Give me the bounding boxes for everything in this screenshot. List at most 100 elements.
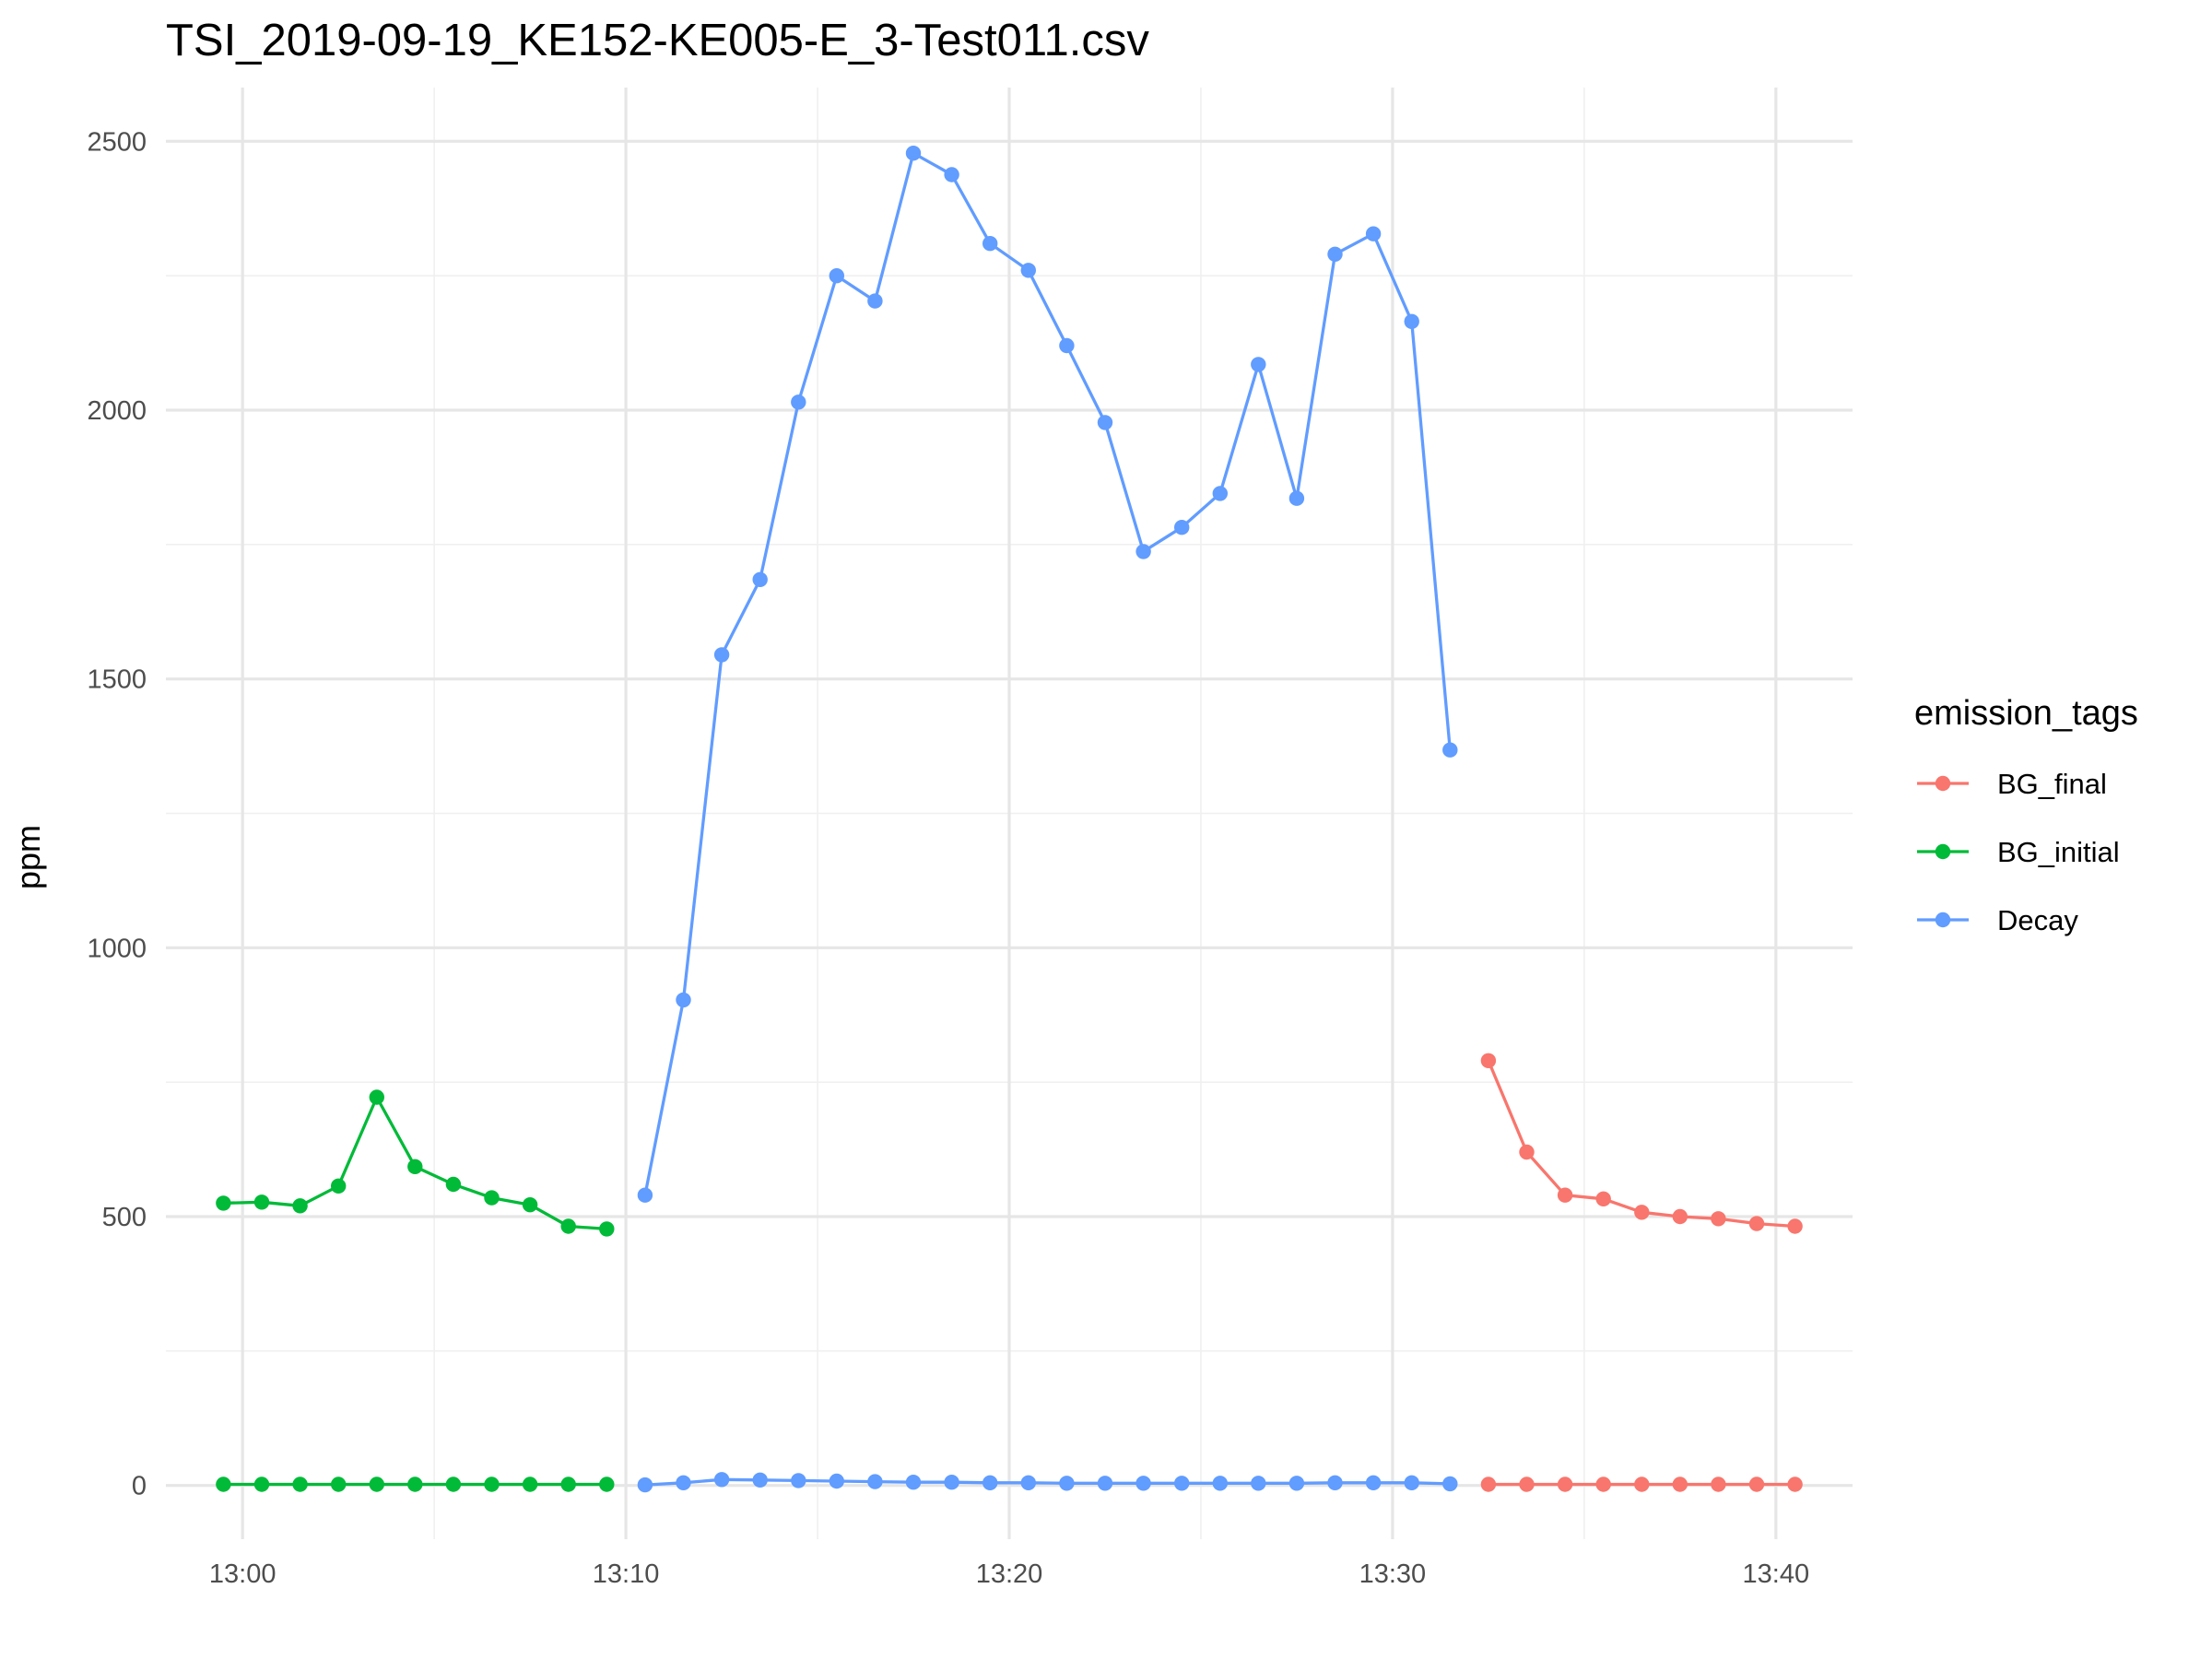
- data-point-bg-final: [1787, 1218, 1803, 1234]
- data-point-decay: [982, 1475, 998, 1491]
- series-line-decay: [644, 1477, 1451, 1487]
- data-point-bg-initial: [253, 1194, 270, 1210]
- data-point-decay: [676, 1475, 691, 1491]
- data-point-decay: [944, 167, 959, 182]
- data-point-bg-final: [1634, 1205, 1650, 1220]
- data-point-decay: [1251, 1476, 1266, 1491]
- data-point-decay: [1135, 1476, 1151, 1491]
- data-point-bg-final: [1480, 1053, 1497, 1069]
- data-point-decay: [1212, 486, 1229, 501]
- data-point-bg-initial: [407, 1477, 423, 1492]
- data-point-decay: [1365, 226, 1382, 241]
- data-point-decay: [905, 1475, 922, 1490]
- data-point-decay: [1404, 1475, 1419, 1491]
- data-point-bg-initial: [216, 1477, 231, 1492]
- data-point-bg-final: [1672, 1208, 1688, 1225]
- series-points: [216, 146, 1803, 1493]
- data-point-bg-final: [1519, 1477, 1535, 1492]
- x-axis: 13:00 13:10 13:20 13:30 13:40: [209, 1559, 1809, 1589]
- data-point-decay: [791, 1473, 806, 1488]
- data-point-decay: [829, 1473, 844, 1489]
- data-point-decay: [829, 268, 844, 284]
- data-point-decay: [1327, 246, 1343, 262]
- legend-label-decay: Decay: [1997, 904, 2078, 936]
- y-tick-label: 500: [102, 1203, 147, 1232]
- x-tick-label: 13:40: [1743, 1559, 1810, 1589]
- data-point-bg-final: [1519, 1144, 1535, 1160]
- data-point-decay: [1404, 313, 1419, 329]
- data-point-bg-final: [1787, 1477, 1803, 1492]
- data-point-bg-final: [1480, 1477, 1497, 1492]
- data-point-decay: [944, 1475, 959, 1490]
- data-point-decay: [713, 1472, 730, 1488]
- data-point-decay: [1251, 357, 1266, 372]
- y-tick-label: 2000: [87, 396, 147, 426]
- data-point-bg-initial: [522, 1197, 538, 1213]
- series-line-bg-final: [1487, 1060, 1795, 1229]
- data-point-bg-initial: [369, 1477, 384, 1492]
- y-tick-label: 0: [132, 1472, 147, 1501]
- legend-title: emission_tags: [1914, 694, 2138, 733]
- data-point-decay: [1097, 1476, 1113, 1491]
- data-point-decay: [1174, 520, 1190, 535]
- data-point-bg-initial: [484, 1190, 500, 1206]
- data-point-decay: [867, 1474, 883, 1489]
- data-point-bg-initial: [560, 1477, 576, 1492]
- legend-key-bg-initial: [1917, 843, 1969, 860]
- legend-key-bg-final: [1917, 775, 1969, 792]
- y-tick-label: 1500: [87, 665, 147, 695]
- data-point-decay: [867, 293, 883, 309]
- data-point-decay: [1020, 263, 1037, 278]
- data-point-decay: [1097, 415, 1113, 430]
- data-point-bg-initial: [407, 1159, 423, 1175]
- data-point-bg-initial: [292, 1198, 308, 1214]
- data-point-bg-final: [1595, 1477, 1611, 1492]
- y-axis-title: ppm: [9, 825, 47, 889]
- data-point-bg-initial: [599, 1221, 615, 1237]
- data-point-bg-final: [1634, 1477, 1650, 1492]
- data-point-bg-initial: [369, 1089, 384, 1105]
- data-point-decay: [1059, 337, 1075, 354]
- legend-marker-bg-initial: [1935, 843, 1951, 860]
- data-point-decay: [1365, 1475, 1382, 1491]
- data-point-decay: [713, 647, 730, 663]
- grid: [166, 88, 1853, 1539]
- x-tick-label: 13:10: [593, 1559, 660, 1589]
- data-point-bg-final: [1557, 1187, 1573, 1203]
- data-point-bg-initial: [484, 1477, 500, 1492]
- data-point-decay: [1135, 544, 1151, 559]
- data-point-decay: [1059, 1476, 1075, 1491]
- data-point-decay: [1442, 1476, 1458, 1492]
- series-line-decay: [643, 151, 1452, 1196]
- data-point-bg-final: [1711, 1211, 1726, 1227]
- data-point-bg-initial: [292, 1477, 308, 1492]
- data-point-decay: [1442, 742, 1458, 758]
- data-point-bg-initial: [216, 1195, 231, 1211]
- x-tick-label: 13:00: [209, 1559, 276, 1589]
- data-point-decay: [752, 571, 768, 587]
- data-point-decay: [637, 1477, 653, 1493]
- legend-label-bg-final: BG_final: [1997, 768, 2107, 800]
- y-tick-label: 2500: [87, 127, 147, 157]
- legend-marker-decay: [1935, 912, 1951, 928]
- data-point-bg-initial: [331, 1178, 347, 1194]
- data-point-decay: [1327, 1475, 1343, 1491]
- data-point-decay: [637, 1187, 653, 1203]
- data-point-decay: [1174, 1476, 1190, 1491]
- legend-label-bg-initial: BG_initial: [1997, 836, 2120, 868]
- data-point-decay: [1288, 1476, 1305, 1491]
- data-point-bg-initial: [599, 1477, 615, 1492]
- data-point-decay: [982, 236, 998, 252]
- data-point-bg-final: [1557, 1477, 1573, 1492]
- data-point-bg-initial: [331, 1477, 347, 1492]
- data-point-decay: [676, 992, 691, 1008]
- data-point-decay: [1020, 1475, 1037, 1491]
- x-tick-label: 13:20: [976, 1559, 1043, 1589]
- data-point-bg-final: [1711, 1477, 1726, 1492]
- data-point-bg-initial: [253, 1477, 270, 1492]
- chart-title: TSI_2019-09-19_KE152-KE005-E_3-Test011.c…: [166, 16, 1149, 65]
- data-point-bg-initial: [445, 1477, 462, 1492]
- data-point-bg-final: [1672, 1477, 1688, 1492]
- y-axis: 0 500 1000 1500 2000 2500: [87, 127, 147, 1500]
